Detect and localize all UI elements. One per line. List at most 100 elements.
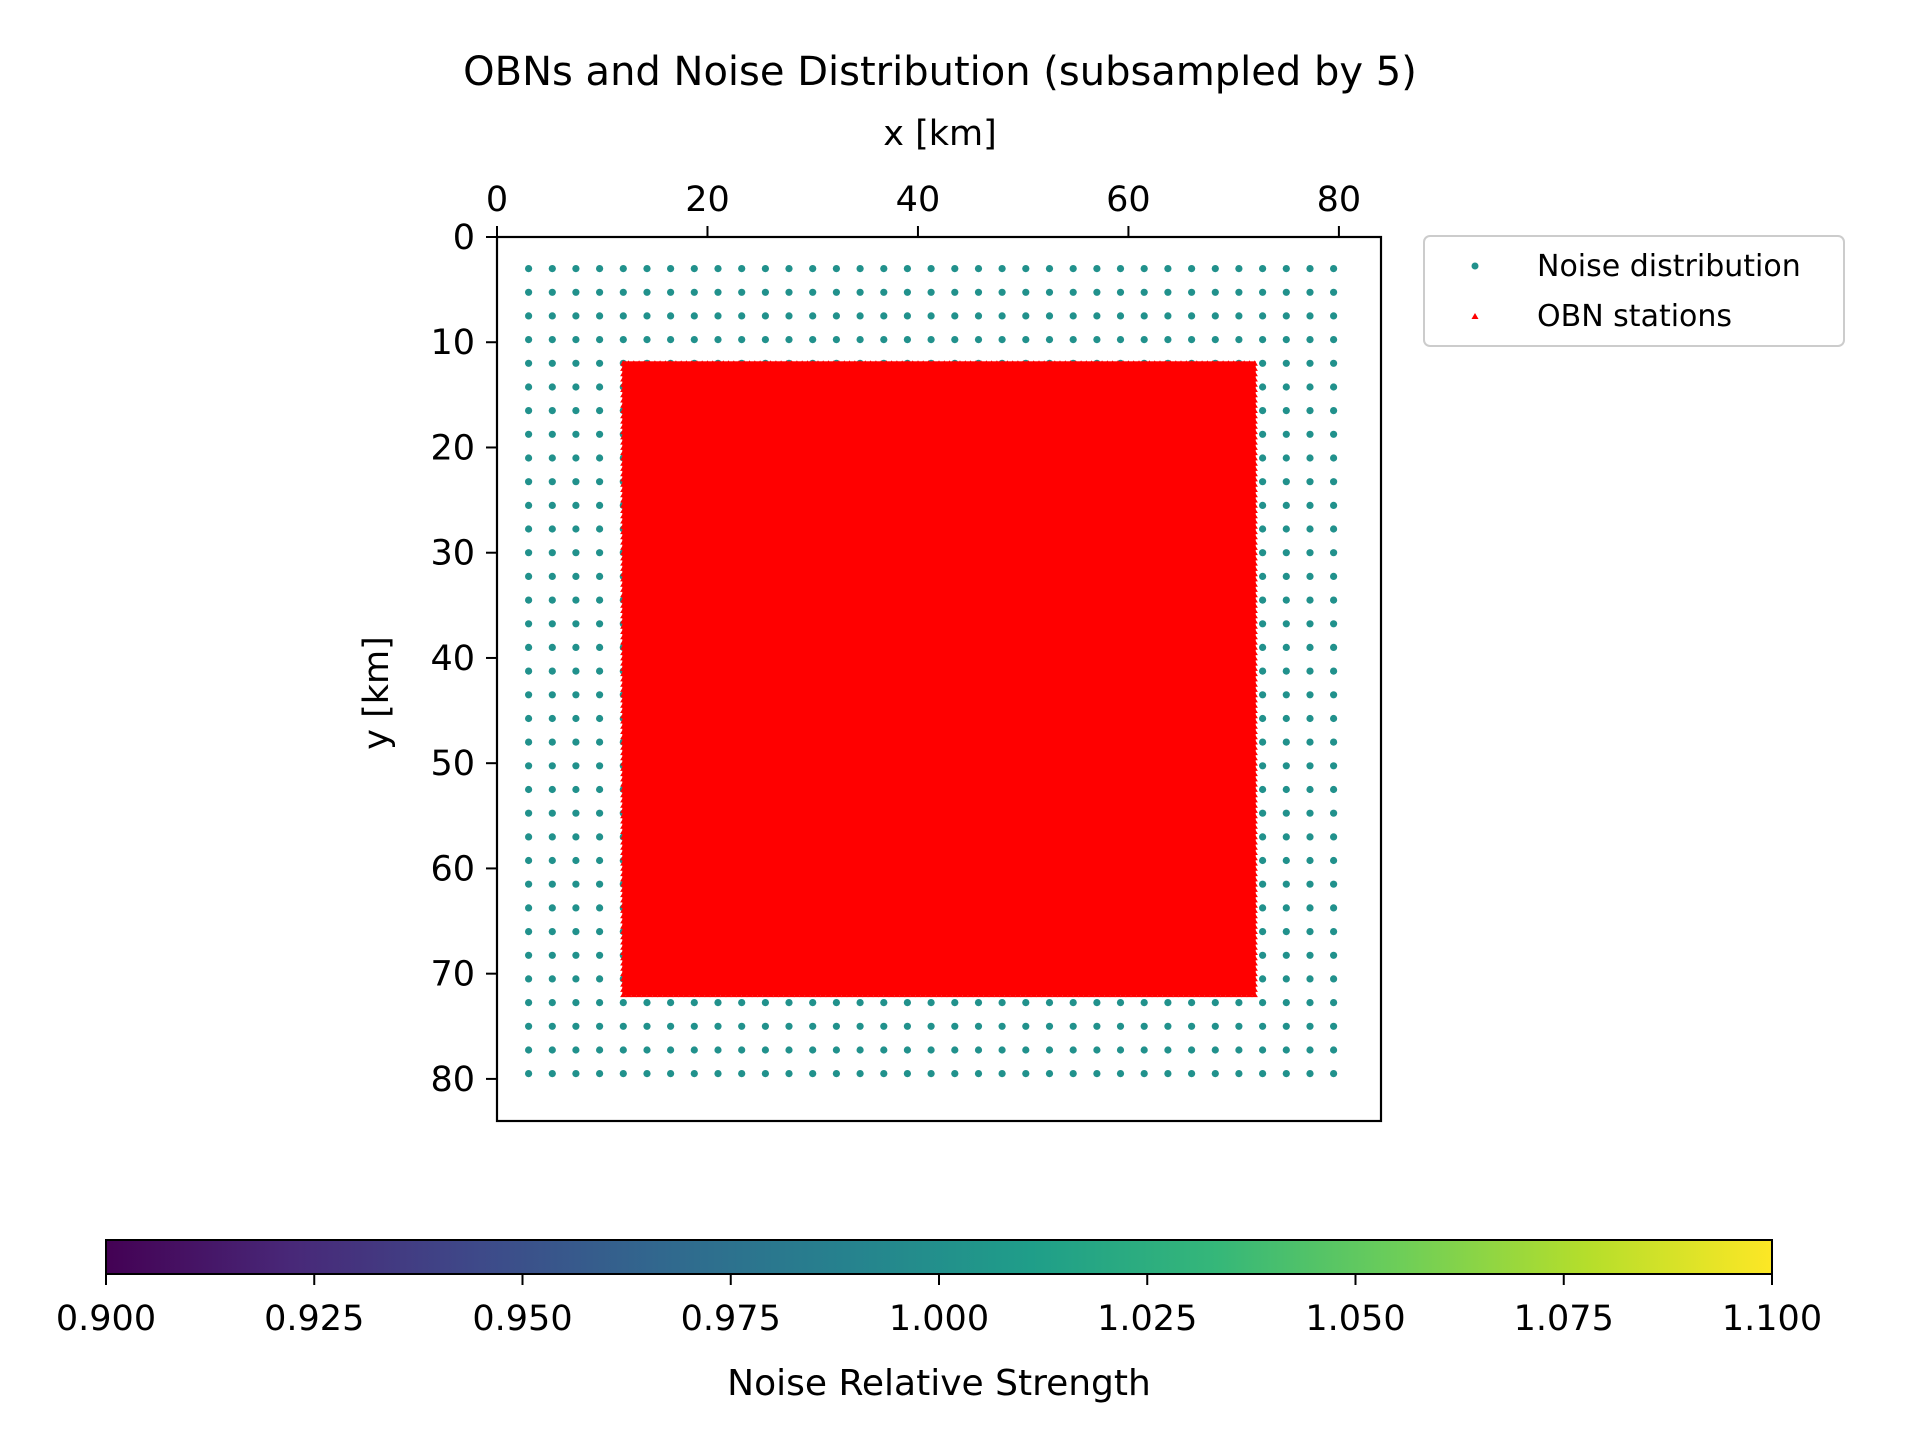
- obn-station: [635, 434, 643, 440]
- obn-station: [635, 465, 643, 471]
- obn-station: [635, 544, 643, 550]
- noise-point: [596, 620, 604, 628]
- noise-point: [548, 265, 556, 273]
- obn-station: [625, 449, 632, 456]
- noise-point: [548, 430, 556, 438]
- obn-station: [656, 423, 664, 429]
- noise-point: [1306, 809, 1314, 817]
- noise-point: [1140, 1022, 1148, 1030]
- obn-station: [641, 428, 648, 435]
- obn-station: [630, 576, 637, 582]
- obn-station: [641, 781, 648, 787]
- obn-station: [646, 797, 653, 803]
- obn-station: [630, 360, 637, 366]
- obn-station: [667, 633, 674, 640]
- noise-point: [1069, 265, 1077, 273]
- obn-station: [667, 765, 674, 771]
- noise-point: [1306, 880, 1314, 888]
- obn-station: [662, 502, 669, 508]
- noise-point: [1330, 383, 1338, 391]
- obn-station: [651, 744, 659, 750]
- obn-station: [667, 607, 674, 613]
- obn-station: [620, 418, 627, 424]
- obn-station: [662, 707, 669, 713]
- noise-point: [548, 880, 556, 888]
- noise-point: [548, 620, 556, 628]
- obn-station: [630, 402, 637, 408]
- obn-station: [620, 686, 627, 692]
- noise-point: [572, 478, 580, 486]
- obn-station: [630, 812, 637, 819]
- noise-point: [880, 336, 888, 344]
- obn-station: [641, 360, 648, 366]
- obn-station: [656, 739, 664, 745]
- noise-point: [1093, 999, 1101, 1007]
- obn-station: [667, 807, 674, 813]
- noise-point: [1164, 999, 1172, 1007]
- noise-point: [1140, 1070, 1148, 1078]
- obn-station: [646, 781, 653, 787]
- noise-point: [596, 904, 604, 912]
- obn-station: [635, 528, 643, 535]
- obn-station: [651, 402, 659, 408]
- obn-station: [667, 549, 674, 556]
- obn-station: [651, 449, 659, 456]
- obn-station: [625, 707, 632, 713]
- obn-station: [646, 639, 653, 645]
- noise-point: [525, 1070, 533, 1078]
- obn-station: [667, 849, 674, 855]
- obn-station: [656, 455, 664, 461]
- obn-station: [656, 681, 664, 687]
- noise-point: [785, 265, 793, 273]
- obn-station: [656, 733, 664, 740]
- obn-station: [667, 628, 674, 634]
- obn-station: [646, 739, 653, 745]
- noise-point: [1211, 1070, 1219, 1078]
- obn-station: [656, 949, 664, 955]
- obn-station: [646, 623, 653, 629]
- obn-station: [662, 639, 669, 645]
- obn-station: [656, 676, 664, 682]
- noise-point: [619, 312, 627, 320]
- obn-station: [641, 670, 648, 677]
- obn-station: [635, 649, 643, 656]
- noise-point: [1282, 383, 1290, 391]
- obn-station: [656, 849, 664, 855]
- noise-point: [974, 999, 983, 1007]
- obn-station: [656, 665, 664, 671]
- obn-station: [641, 786, 648, 792]
- obn-station: [641, 633, 648, 640]
- noise-point: [1330, 691, 1338, 699]
- obn-station: [625, 739, 632, 745]
- noise-point: [927, 265, 935, 273]
- noise-point: [548, 1070, 556, 1078]
- noise-point: [548, 383, 556, 391]
- obn-station: [630, 560, 637, 566]
- obn-station: [620, 781, 627, 787]
- obn-station: [630, 607, 637, 613]
- obn-station: [667, 881, 674, 887]
- obn-station: [641, 676, 648, 682]
- noise-point: [572, 1070, 580, 1078]
- obn-station: [641, 907, 648, 913]
- obn-station: [667, 439, 674, 445]
- noise-point: [548, 643, 556, 652]
- obn-station: [620, 633, 627, 640]
- noise-point: [525, 762, 533, 770]
- noise-point: [572, 620, 580, 628]
- obn-station: [620, 733, 627, 740]
- noise-point: [572, 691, 580, 699]
- obn-station: [667, 434, 674, 440]
- obn-station: [625, 660, 632, 666]
- obn-station: [625, 991, 632, 998]
- obn-station: [667, 981, 674, 987]
- obn-station: [656, 497, 664, 503]
- noise-point: [1282, 951, 1290, 959]
- obn-station: [646, 691, 653, 698]
- noise-point: [1306, 833, 1314, 841]
- obn-station: [641, 728, 648, 734]
- obn-station: [656, 975, 664, 982]
- obn-station: [656, 812, 664, 819]
- obn-station: [662, 870, 669, 877]
- obn-station: [625, 644, 632, 650]
